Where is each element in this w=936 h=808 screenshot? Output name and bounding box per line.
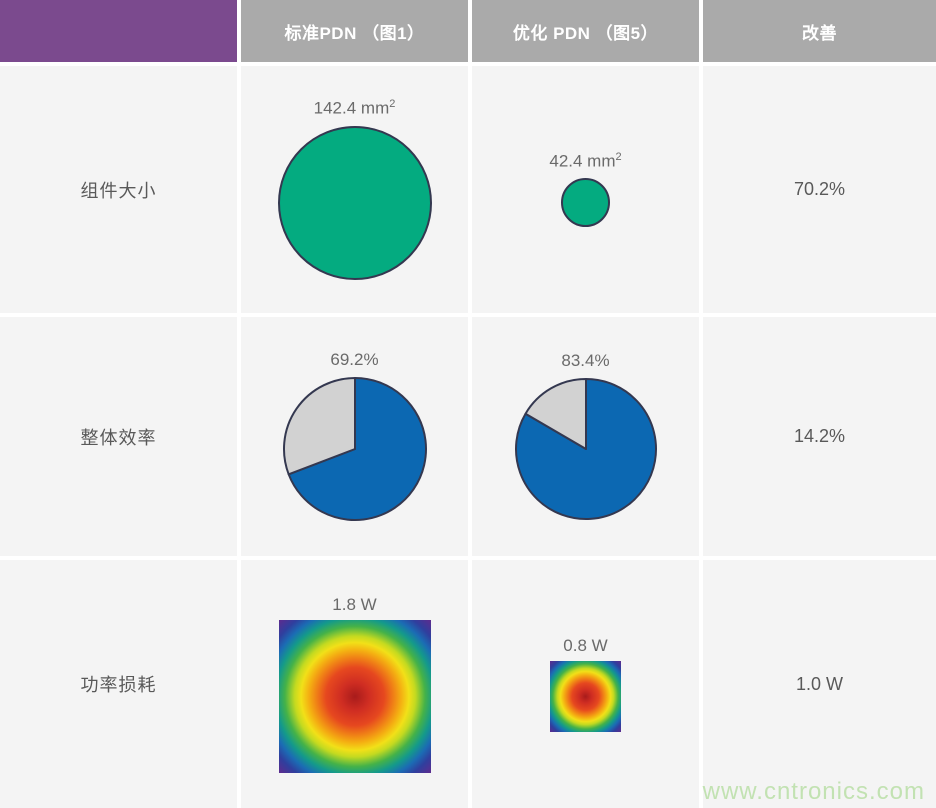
component-size-standard-value-sup: 2 [389,98,396,111]
pie-slice-filled [287,377,427,522]
component-size-improvement-cell: 70.2% [703,66,936,313]
component-size-optimized-cell: 42.4 mm2 [472,66,699,313]
power-loss-optimized-value-text: 0.8 W [563,635,608,655]
header-improvement-label: 改善 [802,23,837,43]
efficiency-optimized-value-text: 83.4% [561,350,610,370]
header-cell-blank [0,0,237,62]
component-size-optimized-value: 42.4 mm2 [549,151,621,172]
row-label-component-size: 组件大小 [80,180,157,201]
efficiency-optimized-value: 83.4% [561,351,609,371]
efficiency-standard-cell: 69.2% [241,317,468,556]
pie-slice-remainder [524,378,587,451]
header-optimized-label: 优化 PDN （图5） [512,23,659,43]
row-label-efficiency: 整体效率 [80,427,157,448]
thermal-heatmap-large [278,620,431,774]
efficiency-optimized-cell: 83.4% [472,317,699,556]
area-circle-large [277,125,432,280]
efficiency-standard-value: 69.2% [330,350,378,370]
header-cell-optimized-pdn: 优化 PDN （图5） [472,0,699,62]
row-power-loss-label-cell: 功率损耗 [0,560,237,808]
component-size-optimized-value-text: 42.4 mm [549,151,616,171]
power-loss-improvement-value: 1.0 W [795,673,843,694]
row-label-power-loss: 功率损耗 [80,675,157,695]
header-cell-standard-pdn: 标准PDN （图1） [241,0,468,62]
power-loss-standard-value-text: 1.8 W [332,594,377,614]
power-loss-standard-cell: 1.8 W [241,560,468,808]
component-size-standard-value: 142.4 mm2 [314,98,396,119]
area-circle-small-shape [561,178,610,228]
component-size-optimized-value-sup: 2 [615,150,622,163]
component-size-improvement-value: 70.2% [793,179,846,199]
efficiency-pie-standard [282,377,427,522]
row-component-size-label-cell: 组件大小 [0,66,237,313]
power-loss-improvement-cell: 1.0 W [703,560,936,808]
efficiency-improvement-value: 14.2% [793,426,846,446]
site-watermark: www.cntronics.com [702,778,925,805]
thermal-heatmap-small [550,661,621,733]
row-efficiency-label-cell: 整体效率 [0,317,237,556]
component-size-standard-cell: 142.4 mm2 [241,66,468,313]
efficiency-standard-value-text: 69.2% [330,349,379,369]
component-size-standard-value-text: 142.4 mm [313,99,390,119]
area-circle-small [561,178,610,228]
power-loss-optimized-value: 0.8 W [563,636,607,656]
header-cell-improvement: 改善 [703,0,936,62]
header-standard-label: 标准PDN （图1） [284,23,425,43]
area-circle-large-shape [277,125,432,280]
pie-slice-remainder [282,377,356,476]
power-loss-optimized-cell: 0.8 W [472,560,699,808]
power-loss-standard-value: 1.8 W [332,595,376,615]
efficiency-improvement-cell: 14.2% [703,317,936,556]
efficiency-pie-optimized [514,378,657,521]
